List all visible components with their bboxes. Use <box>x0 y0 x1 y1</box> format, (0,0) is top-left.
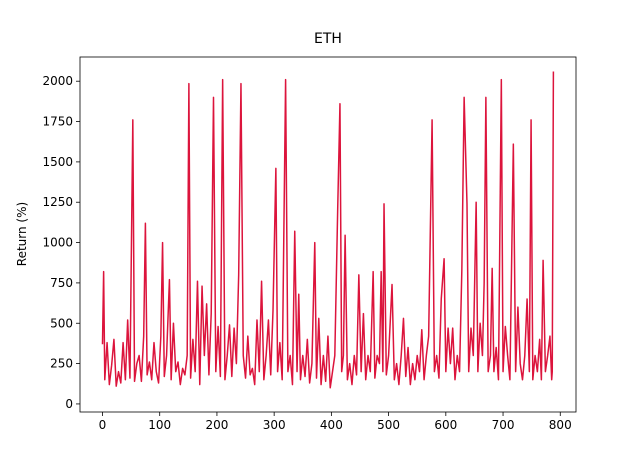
y-tick-label: 0 <box>65 397 73 411</box>
chart-title: ETH <box>314 31 342 47</box>
y-tick-label: 2000 <box>42 74 73 88</box>
y-axis-label: Return (%) <box>15 202 29 266</box>
y-tick-label: 500 <box>50 316 73 330</box>
y-tick-label: 250 <box>50 357 73 371</box>
x-tick-label: 800 <box>549 418 572 432</box>
data-line <box>101 71 555 389</box>
y-tick-label: 1750 <box>42 115 73 129</box>
y-tick-label: 1000 <box>42 236 73 250</box>
y-tick-label: 1500 <box>42 155 73 169</box>
x-tick-label: 400 <box>320 418 343 432</box>
y-tick-label: 1250 <box>42 195 73 209</box>
x-tick-label: 500 <box>377 418 400 432</box>
x-tick-label: 700 <box>492 418 515 432</box>
x-tick-label: 200 <box>205 418 228 432</box>
plot-frame <box>79 56 577 413</box>
y-tick-label: 750 <box>50 276 73 290</box>
x-tick-label: 600 <box>434 418 457 432</box>
x-tick-label: 0 <box>99 418 107 432</box>
x-tick-label: 300 <box>263 418 286 432</box>
x-tick-label: 100 <box>148 418 171 432</box>
